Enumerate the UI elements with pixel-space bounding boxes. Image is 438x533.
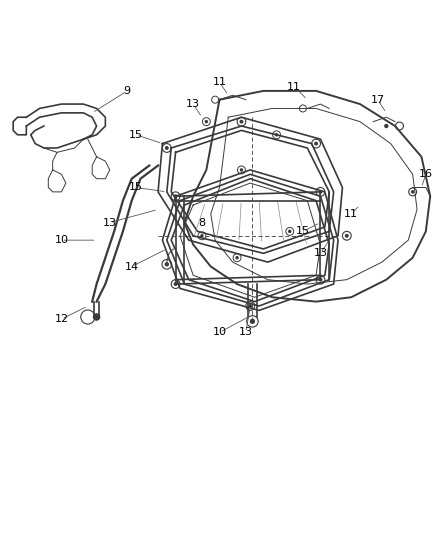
- Circle shape: [313, 142, 317, 146]
- Text: 15: 15: [129, 130, 143, 140]
- Circle shape: [318, 190, 321, 194]
- Text: 9: 9: [124, 86, 131, 96]
- Circle shape: [247, 304, 251, 308]
- Text: 13: 13: [238, 327, 252, 337]
- Circle shape: [239, 168, 243, 172]
- Text: 10: 10: [54, 235, 68, 245]
- Text: 17: 17: [370, 95, 384, 104]
- Circle shape: [249, 319, 254, 324]
- Circle shape: [235, 256, 238, 260]
- Circle shape: [410, 190, 413, 193]
- Circle shape: [344, 234, 348, 238]
- Text: 11: 11: [286, 82, 300, 92]
- Text: 8: 8: [198, 217, 205, 228]
- Circle shape: [274, 133, 278, 136]
- Circle shape: [318, 278, 321, 281]
- Text: 14: 14: [124, 262, 138, 271]
- Text: 13: 13: [186, 99, 200, 109]
- Text: 10: 10: [212, 327, 226, 337]
- Circle shape: [173, 195, 177, 198]
- Circle shape: [165, 146, 169, 150]
- Circle shape: [287, 230, 291, 233]
- Circle shape: [383, 124, 388, 128]
- Text: 11: 11: [212, 77, 226, 87]
- Circle shape: [239, 119, 243, 124]
- Text: 13: 13: [102, 217, 117, 228]
- Text: 15: 15: [295, 227, 309, 236]
- Text: 15: 15: [129, 182, 143, 192]
- Circle shape: [164, 262, 169, 266]
- Circle shape: [204, 120, 208, 123]
- Text: 11: 11: [343, 209, 357, 219]
- Circle shape: [173, 282, 177, 286]
- Circle shape: [93, 314, 99, 320]
- Text: 16: 16: [418, 169, 432, 179]
- Circle shape: [200, 234, 203, 238]
- Text: 12: 12: [54, 314, 68, 324]
- Text: 13: 13: [313, 248, 327, 259]
